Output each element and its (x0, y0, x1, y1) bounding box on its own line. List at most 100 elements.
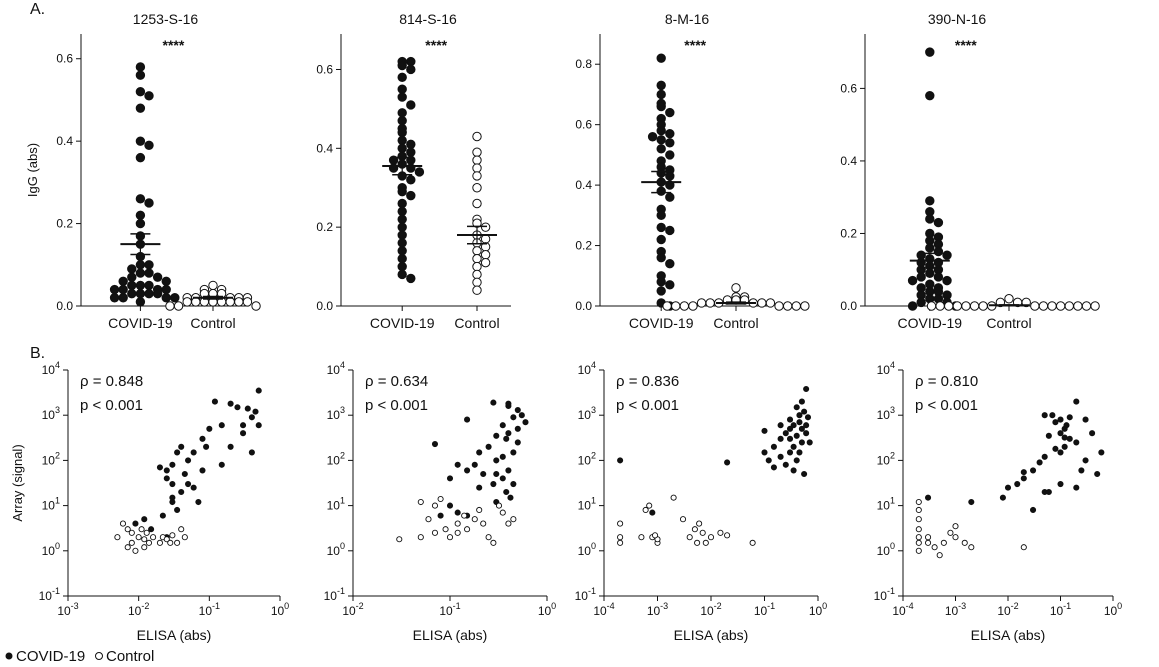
covid-point (924, 494, 932, 501)
covid-point (397, 238, 407, 248)
control-point (472, 155, 482, 165)
control-point (1073, 301, 1083, 311)
control-point (670, 494, 677, 501)
x-tick-label: Control (986, 315, 1031, 331)
covid-point (503, 435, 510, 442)
y-tick-label: 102 (578, 450, 596, 467)
y-tick-label: 102 (42, 450, 60, 467)
control-point (464, 526, 471, 533)
control-point (417, 534, 424, 541)
control-point (472, 253, 482, 264)
covid-point (159, 512, 166, 519)
x-tick-label: 10-2 (128, 601, 149, 618)
control-point (472, 171, 482, 181)
covid-point (234, 404, 241, 411)
covid-point (803, 422, 810, 429)
covid-point (777, 435, 784, 442)
covid-point (190, 484, 197, 491)
control-point (114, 534, 121, 541)
covid-point (446, 475, 454, 482)
covid-point (170, 293, 180, 303)
x-tick-label: COVID-19 (629, 315, 694, 331)
covid-point (406, 139, 416, 150)
control-point (145, 539, 153, 546)
control-point (924, 534, 932, 541)
covid-point (406, 190, 416, 201)
control-point (696, 520, 703, 527)
covid-point (397, 214, 407, 224)
covid-point (148, 526, 155, 533)
covid-point (656, 222, 666, 233)
covid-point (1045, 432, 1052, 439)
covid-point (397, 60, 407, 71)
panel-b-label: B. (30, 345, 45, 362)
covid-point (617, 457, 624, 464)
covid-point (406, 175, 416, 185)
covid-point (1045, 488, 1052, 496)
control-point (1081, 301, 1092, 311)
covid-point (793, 457, 800, 464)
covid-point (1094, 470, 1101, 478)
covid-point (1082, 416, 1089, 423)
covid-point (1098, 449, 1105, 456)
control-point (510, 516, 517, 523)
covid-point (665, 150, 675, 160)
covid-point (490, 480, 497, 488)
control-point (1055, 301, 1066, 311)
control-point (915, 534, 922, 541)
x-axis-label: ELISA (abs) (971, 627, 1046, 643)
covid-point (152, 288, 163, 299)
covid-point (656, 135, 666, 145)
p-value-annotation: p < 0.001 (80, 397, 143, 414)
covid-point (239, 430, 247, 437)
control-point (169, 532, 176, 539)
covid-point (490, 399, 497, 406)
covid-point (1089, 430, 1096, 437)
covid-point (649, 509, 656, 516)
p-value-annotation: p < 0.001 (915, 397, 978, 414)
control-point (686, 534, 693, 541)
y-axis-label: Array (signal) (10, 444, 25, 521)
panel-a-label: A. (30, 1, 45, 18)
control-point (225, 297, 235, 307)
covid-point (656, 89, 666, 100)
covid-point (1073, 439, 1080, 446)
covid-point (118, 276, 128, 286)
control-point (961, 539, 968, 546)
control-point (940, 539, 947, 546)
covid-point (135, 103, 146, 113)
dotplot-4: 390-N-16 0.0 0.2 0.4 0.6 COVID-19 Control **** (840, 11, 1100, 331)
control-point (1090, 301, 1100, 311)
covid-point (925, 214, 935, 224)
control-point (138, 526, 145, 533)
covid-point (127, 288, 137, 299)
control-point (143, 529, 150, 536)
covid-point (1052, 419, 1059, 426)
y-tick-label: 102 (327, 450, 345, 467)
covid-point (1041, 453, 1048, 460)
control-point (472, 269, 482, 280)
control-point (234, 297, 244, 307)
covid-point (471, 461, 478, 468)
covid-point (1066, 414, 1073, 421)
y-tick-label: 104 (42, 360, 60, 377)
y-tick-label: 0.2 (575, 239, 592, 253)
covid-point (796, 412, 803, 419)
significance-label: **** (425, 37, 447, 53)
covid-point (665, 107, 675, 118)
covid-point (195, 498, 202, 506)
control-point (791, 301, 801, 311)
covid-point (793, 404, 800, 411)
legend: COVID-19 Control (5, 648, 154, 665)
covid-point (656, 234, 666, 245)
covid-point (185, 457, 192, 464)
control-point (446, 534, 454, 541)
x-tick-label: 10-4 (593, 601, 614, 618)
control-point (396, 536, 403, 543)
y-tick-label: 0.8 (575, 57, 592, 71)
covid-point (446, 502, 454, 509)
covid-point (144, 198, 154, 208)
covid-point (169, 480, 176, 488)
significance-label: **** (684, 37, 706, 53)
covid-point (206, 425, 213, 432)
